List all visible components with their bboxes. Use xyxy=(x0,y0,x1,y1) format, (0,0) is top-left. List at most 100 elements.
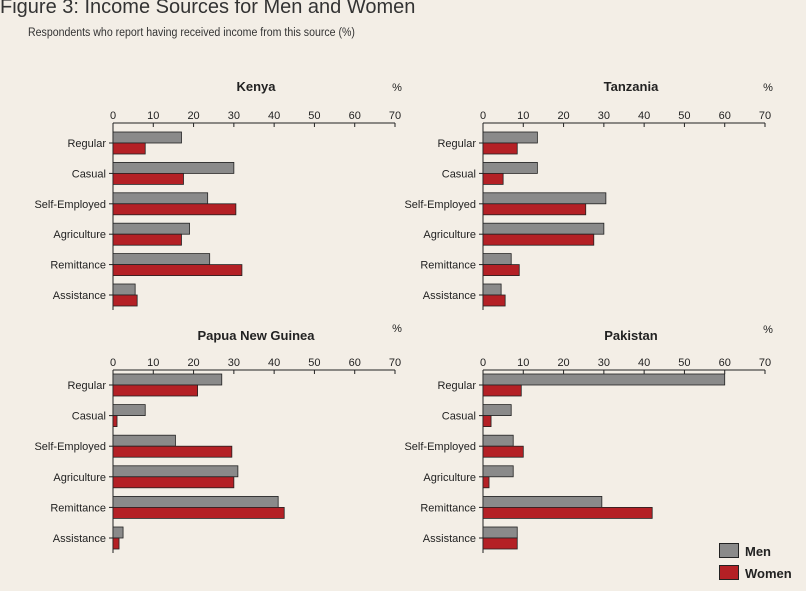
category-label: Regular xyxy=(437,380,476,392)
x-tick-label: 40 xyxy=(268,110,280,122)
legend-men: Men xyxy=(719,543,771,559)
bar-men xyxy=(112,526,124,539)
category-label: Assistance xyxy=(53,290,106,302)
x-tick-label: 70 xyxy=(759,357,771,369)
x-tick-label: 60 xyxy=(719,357,731,369)
bar-men xyxy=(482,526,518,539)
category-label: Self-Employed xyxy=(404,441,476,453)
category-label: Remittance xyxy=(50,502,106,514)
bar-women xyxy=(482,294,506,307)
category-label: Assistance xyxy=(423,533,476,545)
category-label: Assistance xyxy=(423,290,476,302)
chart-title: Kenya xyxy=(236,79,276,94)
x-tick-label: 60 xyxy=(349,110,361,122)
chart-panel-3: Papua New Guinea % 0 10 20 30 40 50 60 70 Regular C… xyxy=(34,323,402,553)
bar-women xyxy=(112,537,120,550)
bar-men xyxy=(482,131,538,144)
x-tick-label: 10 xyxy=(517,110,529,122)
category-label: Agriculture xyxy=(423,229,476,241)
bar-men xyxy=(482,465,514,478)
x-tick-label: 70 xyxy=(389,357,401,369)
category-label: Casual xyxy=(72,411,106,423)
category-label: Self-Employed xyxy=(404,199,476,211)
bar-women xyxy=(482,476,490,489)
bar-women xyxy=(482,233,595,246)
x-tick-label: 50 xyxy=(308,357,320,369)
x-tick-label: 0 xyxy=(480,110,486,122)
bar-women xyxy=(112,384,198,397)
bar-men xyxy=(112,373,223,386)
figure-title: Figure 3: Income Sources for Men and Wom… xyxy=(0,0,416,18)
x-tick-label: 10 xyxy=(147,110,159,122)
x-tick-label: 40 xyxy=(638,357,650,369)
bar-men xyxy=(112,161,235,174)
x-tick-label: 20 xyxy=(557,357,569,369)
bar-women xyxy=(112,445,233,458)
x-tick-label: 30 xyxy=(598,110,610,122)
bar-women xyxy=(482,445,524,458)
bar-men xyxy=(112,192,209,205)
bar-men xyxy=(482,495,603,508)
bar-women xyxy=(112,172,184,185)
category-label: Regular xyxy=(437,138,476,150)
x-tick-label: 0 xyxy=(110,357,116,369)
bar-women xyxy=(482,506,653,519)
category-label: Assistance xyxy=(53,533,106,545)
legend-women-label: Women xyxy=(745,566,792,581)
bar-women xyxy=(112,142,146,155)
chart-title: Pakistan xyxy=(604,328,658,343)
x-tick-label: 50 xyxy=(678,110,690,122)
category-label: Regular xyxy=(67,380,106,392)
x-tick-label: 40 xyxy=(268,357,280,369)
category-label: Self-Employed xyxy=(34,441,106,453)
bar-men xyxy=(112,465,239,478)
x-tick-label: 10 xyxy=(517,357,529,369)
category-label: Agriculture xyxy=(53,229,106,241)
bar-women xyxy=(112,294,138,307)
x-tick-label: 30 xyxy=(228,357,240,369)
bar-men xyxy=(112,404,146,417)
chart-panel-1: Kenya % 0 10 20 30 40 50 60 70 Regular Casual Self-E… xyxy=(34,79,402,310)
bar-men xyxy=(482,253,512,266)
bar-women xyxy=(482,264,520,277)
bar-men xyxy=(112,253,211,266)
unit-label: % xyxy=(763,82,773,94)
x-tick-label: 30 xyxy=(598,357,610,369)
x-tick-label: 70 xyxy=(759,110,771,122)
x-tick-label: 60 xyxy=(719,110,731,122)
bar-men xyxy=(482,161,538,174)
category-label: Casual xyxy=(442,411,476,423)
x-tick-label: 20 xyxy=(187,110,199,122)
bar-women xyxy=(112,506,285,519)
chart-title: Papua New Guinea xyxy=(197,328,315,343)
bar-men xyxy=(482,222,605,235)
unit-label: % xyxy=(392,82,402,94)
x-tick-label: 20 xyxy=(187,357,199,369)
bar-men xyxy=(482,283,502,296)
bar-men xyxy=(112,283,136,296)
x-tick-label: 40 xyxy=(638,110,650,122)
category-label: Agriculture xyxy=(53,472,106,484)
x-tick-label: 70 xyxy=(389,110,401,122)
legend-men-swatch xyxy=(719,543,739,558)
legend-women-swatch xyxy=(719,565,739,580)
bar-men xyxy=(112,434,176,447)
x-tick-label: 50 xyxy=(678,357,690,369)
chart-title: Tanzania xyxy=(604,79,659,94)
bar-men xyxy=(482,373,726,386)
bar-women xyxy=(482,384,522,397)
bar-men xyxy=(482,404,512,417)
chart-panel-2: Tanzania % 0 10 20 30 40 50 60 70 Regular Casual Sel… xyxy=(404,79,773,310)
x-tick-label: 60 xyxy=(349,357,361,369)
category-label: Agriculture xyxy=(423,472,476,484)
bar-women xyxy=(112,203,237,216)
bar-women xyxy=(482,415,492,428)
category-label: Self-Employed xyxy=(34,199,106,211)
bar-women xyxy=(112,264,243,277)
bar-men xyxy=(112,131,182,144)
category-label: Remittance xyxy=(420,502,476,514)
chart-panel-4: Pakistan % 0 10 20 30 40 50 60 70 Regular Casual Sel… xyxy=(404,324,773,553)
figure-subtitle: Respondents who report having received i… xyxy=(28,27,355,39)
category-label: Remittance xyxy=(420,260,476,272)
